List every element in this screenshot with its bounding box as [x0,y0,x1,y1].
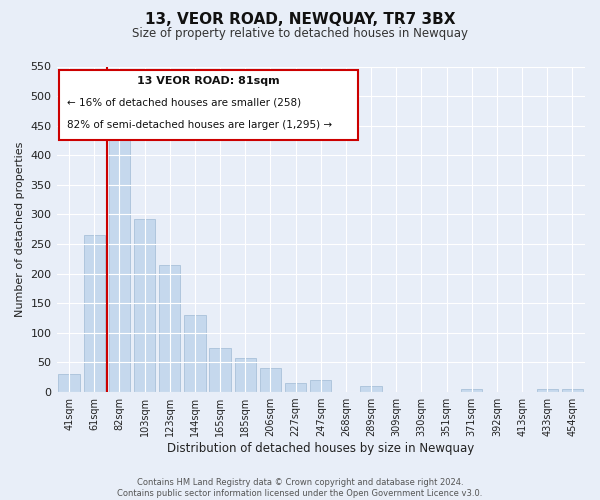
Bar [361,386,382,392]
Bar [235,358,256,392]
Bar [184,315,206,392]
Bar [260,368,281,392]
Bar [58,374,80,392]
Bar [562,389,583,392]
Text: 13 VEOR ROAD: 81sqm: 13 VEOR ROAD: 81sqm [137,76,280,86]
Bar [83,235,105,392]
Bar [209,348,231,392]
Bar [109,138,130,392]
Bar [310,380,331,392]
Bar [285,383,307,392]
X-axis label: Distribution of detached houses by size in Newquay: Distribution of detached houses by size … [167,442,475,455]
Text: ← 16% of detached houses are smaller (258): ← 16% of detached houses are smaller (25… [67,98,301,108]
Y-axis label: Number of detached properties: Number of detached properties [15,142,25,317]
Bar [461,389,482,392]
Text: 82% of semi-detached houses are larger (1,295) →: 82% of semi-detached houses are larger (… [67,120,332,130]
Text: Contains HM Land Registry data © Crown copyright and database right 2024.
Contai: Contains HM Land Registry data © Crown c… [118,478,482,498]
Bar [159,265,181,392]
Text: 13, VEOR ROAD, NEWQUAY, TR7 3BX: 13, VEOR ROAD, NEWQUAY, TR7 3BX [145,12,455,28]
FancyBboxPatch shape [59,70,358,140]
Bar [536,389,558,392]
Bar [134,219,155,392]
Text: Size of property relative to detached houses in Newquay: Size of property relative to detached ho… [132,28,468,40]
